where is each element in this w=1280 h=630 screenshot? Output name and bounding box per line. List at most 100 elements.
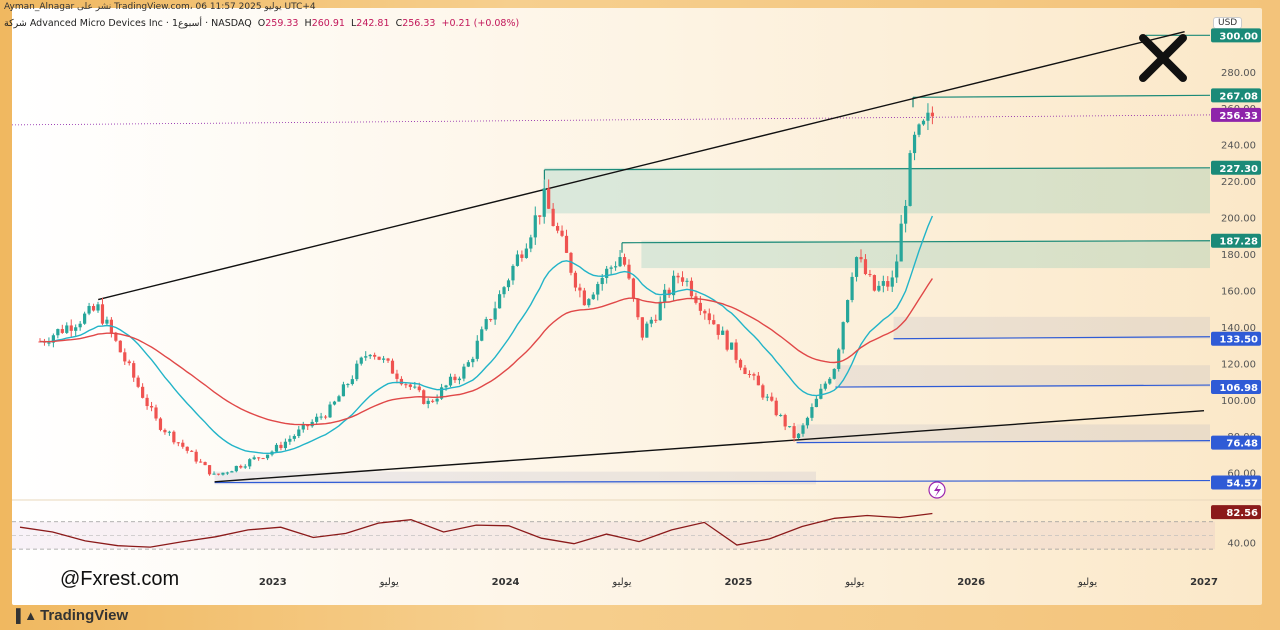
candle-body [520, 254, 524, 258]
candle-body [239, 465, 243, 468]
candle-body [158, 418, 163, 430]
ohlc-high-label: H [304, 18, 312, 29]
support-label-bg [1211, 380, 1261, 395]
candle-body [319, 416, 323, 418]
candle-body [712, 320, 716, 325]
candle-body [832, 368, 836, 379]
candle-body [703, 310, 707, 314]
resistance-line [912, 94, 1211, 98]
candle-body [332, 401, 337, 405]
current-price-label-bg [1211, 107, 1261, 122]
candle-body [96, 304, 100, 311]
candle-body [756, 375, 760, 386]
candle-body [515, 254, 520, 266]
candle-body [279, 444, 283, 449]
candle-body [221, 472, 225, 475]
candle-body [274, 444, 279, 452]
resistance-label: 227.30 [1219, 164, 1258, 175]
y-tick-label: 240.00 [1221, 141, 1256, 152]
candle-body [78, 323, 82, 328]
candle-body [814, 398, 818, 408]
candle-body [471, 358, 475, 363]
candle-body [765, 396, 769, 398]
candle-body [292, 436, 296, 439]
candle-body [377, 356, 381, 360]
candle-body [926, 112, 930, 121]
candle-body [752, 374, 756, 376]
candle-body [132, 363, 136, 378]
candle-body [466, 362, 470, 367]
candle-body [243, 466, 247, 468]
candle-body [680, 277, 685, 282]
ohlc-low-label: L [350, 18, 357, 29]
candle-body [578, 287, 582, 291]
candle-body [529, 237, 533, 249]
candle-body [738, 359, 743, 368]
candle-body [618, 257, 622, 267]
resistance-label: 267.08 [1219, 91, 1258, 102]
candle-body [297, 429, 301, 437]
candle-body [493, 308, 497, 320]
resistance-zone [544, 167, 1210, 214]
candle-body [252, 457, 256, 460]
candle-body [328, 404, 332, 418]
rsi-line [19, 512, 933, 548]
x-tick-label: يوليو [1077, 577, 1097, 588]
candle-body [141, 386, 145, 398]
resistance-line [621, 240, 1211, 244]
lightning-icon-glyph [934, 484, 941, 497]
candle-body [547, 188, 551, 209]
x-tick-label: 2026 [957, 577, 985, 588]
candle-body [56, 329, 60, 336]
support-line [214, 479, 1211, 484]
candle-body [591, 294, 595, 300]
ohlc-low: 242.81 [356, 18, 390, 29]
support-label: 76.48 [1226, 439, 1258, 450]
candle-body [667, 289, 671, 296]
candle-body [114, 332, 118, 341]
candle-body [841, 322, 845, 350]
support-label-bg [1211, 331, 1261, 346]
x-tick-label: 2027 [1190, 577, 1218, 588]
candle-body [774, 400, 778, 416]
author-line: Ayman_Alnagar نشر على TradingView.com، 0… [4, 2, 316, 12]
tradingview-logo-text: TradingView [40, 607, 129, 624]
y-tick-label: 100.00 [1221, 396, 1256, 407]
candle-body [123, 352, 127, 362]
candle-body [819, 388, 823, 399]
candle-body [395, 373, 399, 379]
candle-body [846, 300, 850, 323]
candle-body [649, 319, 653, 324]
candle-body [181, 442, 185, 447]
candle-body [555, 225, 560, 231]
candle-body [788, 426, 792, 428]
candle-body [886, 281, 890, 287]
ohlc-high: 260.91 [311, 18, 345, 29]
symbol-line: شركة Advanced Micro Devices Inc · 1أسبوع… [4, 18, 519, 29]
candle-body [582, 290, 586, 306]
candle-body [917, 124, 921, 135]
candle-body [596, 284, 600, 295]
support-zone [893, 316, 1210, 339]
x-tick-label: 2025 [724, 577, 752, 588]
lower-channel-trendline [214, 410, 1205, 483]
candle-body [502, 287, 506, 295]
candle-body [828, 378, 832, 384]
candle-body [453, 376, 457, 381]
support-line [835, 384, 1211, 388]
candle-body [672, 275, 676, 296]
candle-body [230, 471, 234, 473]
candle-body [801, 425, 805, 434]
candle-body [810, 407, 814, 418]
resistance-label: 187.28 [1219, 237, 1258, 248]
y-tick-label: 180.00 [1221, 250, 1256, 261]
candle-body [69, 325, 73, 331]
resistance-label-bg [1211, 88, 1261, 103]
candle-body [261, 458, 265, 460]
candle-body [444, 385, 448, 388]
candle-body [877, 285, 881, 291]
candle-body [185, 446, 189, 451]
support-zone [796, 424, 1210, 443]
candle-body [636, 298, 640, 318]
